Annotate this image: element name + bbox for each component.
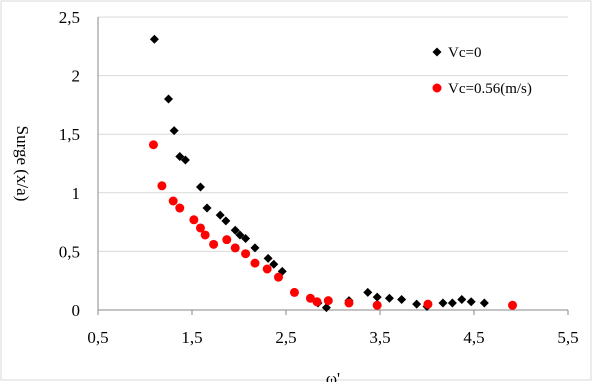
x-tick-label: 2,5: [275, 328, 296, 347]
data-point: [175, 151, 185, 161]
data-point: [149, 34, 159, 44]
data-point: [312, 297, 322, 307]
x-tick-label: 4,5: [463, 328, 484, 347]
data-point: [148, 140, 158, 150]
data-point: [321, 303, 331, 313]
x-tick-labels: 0,5 1,5 2,5 3,5 4,5 5,5: [87, 328, 578, 347]
data-point: [241, 249, 251, 259]
legend-label: Vc=0.56(m/s): [448, 81, 532, 97]
y-tick-label: 2,5: [59, 8, 80, 27]
data-point: [384, 293, 394, 303]
data-point: [168, 196, 178, 206]
data-point: [230, 243, 240, 253]
data-point: [241, 234, 251, 244]
data-point: [157, 181, 167, 191]
y-tick-label: 1: [72, 184, 81, 203]
y-tick-label: 0: [72, 301, 81, 320]
data-point: [235, 230, 245, 240]
legend-marker: [432, 83, 442, 93]
data-point: [269, 259, 279, 269]
data-point: [423, 299, 433, 309]
y-tick-label: 1,5: [59, 125, 80, 144]
data-point: [175, 203, 185, 213]
data-point: [200, 230, 210, 240]
legend-label: Vc=0: [448, 45, 481, 61]
data-point: [209, 239, 219, 249]
data-point: [466, 297, 476, 307]
data-point: [250, 243, 260, 253]
y-tick-labels: 0 0,5 1 1,5 2 2,5: [59, 8, 80, 320]
legend: Vc=0 Vc=0.56(m/s): [432, 45, 532, 97]
y-tick-label: 2: [72, 67, 81, 86]
x-tick-label: 1,5: [181, 328, 202, 347]
x-tick-label: 0,5: [87, 328, 108, 347]
data-point: [412, 299, 422, 309]
axes: [97, 17, 569, 315]
data-point: [323, 296, 333, 306]
data-point: [372, 292, 382, 302]
data-point: [262, 264, 272, 274]
data-point: [508, 300, 518, 310]
y-axis-title: Surge (x/a): [13, 126, 32, 202]
data-point: [363, 287, 373, 297]
data-point: [221, 216, 231, 226]
data-point: [438, 298, 448, 308]
data-point: [195, 182, 205, 192]
data-point: [195, 223, 205, 233]
data-point: [457, 294, 467, 304]
data-point: [189, 215, 199, 225]
data-point: [263, 253, 273, 263]
data-point: [273, 272, 283, 282]
y-tick-label: 0,5: [59, 242, 80, 261]
data-point: [215, 210, 225, 220]
data-point: [479, 298, 489, 308]
x-tick-label: 5,5: [557, 328, 578, 347]
gridlines: [98, 16, 568, 252]
series-vc-0-56: [148, 140, 518, 310]
data-point: [230, 225, 240, 235]
legend-marker: [432, 47, 442, 57]
data-point: [447, 298, 457, 308]
data-point: [169, 126, 179, 136]
data-point: [289, 287, 299, 297]
data-point: [164, 94, 173, 104]
series-vc-0: [149, 34, 489, 313]
data-point: [397, 294, 407, 304]
data-point: [222, 235, 232, 245]
x-tick-label: 3,5: [369, 328, 390, 347]
data-point: [372, 300, 382, 310]
x-axis-title: ω': [326, 369, 340, 382]
data-point: [180, 155, 190, 165]
data-points: [148, 34, 518, 313]
data-point: [250, 258, 260, 268]
data-point: [202, 203, 212, 213]
data-point: [344, 298, 354, 308]
data-point: [305, 293, 315, 303]
